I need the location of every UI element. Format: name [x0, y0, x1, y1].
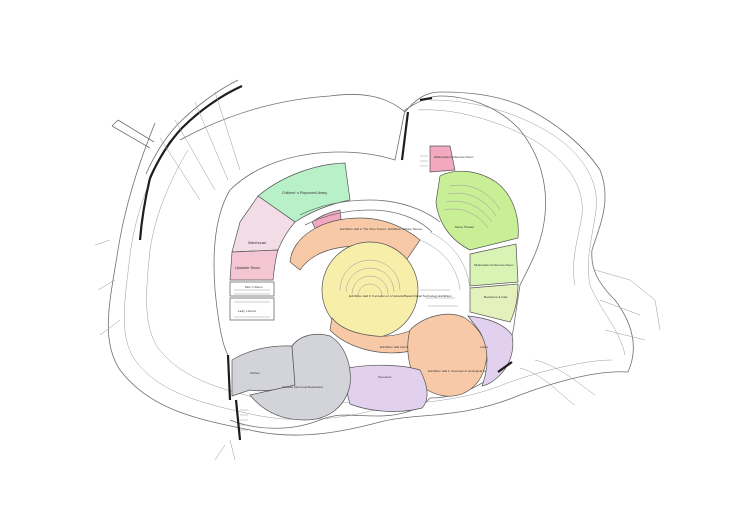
site-outline [94, 91, 661, 461]
multimedia-room-top [429, 145, 456, 173]
stairs [240, 155, 428, 431]
mens-room-label: Men' s Room [245, 285, 263, 289]
exhibition-hall-3-label: Exhibition Hall 3: Formation of a Volcan… [349, 294, 452, 298]
childrens-playroom [257, 162, 351, 223]
bookstore-cafe [469, 283, 519, 323]
hall-3-rings [339, 259, 401, 297]
souvenirs-label: Souvenirs [378, 375, 392, 379]
multimedia-room-right-label: Multimedia Conference Room [474, 263, 514, 267]
movie-theater [435, 170, 519, 251]
souvenirs [346, 364, 428, 412]
exhibition-hall-4-label: Exhibition Hall 4 Exhibition of Basalt [380, 345, 428, 349]
canopy-wing [111, 79, 243, 241]
exhibition-hall-1-label: Exhibition Hall 1: Overview of Geologica… [428, 369, 493, 373]
uploader-room-label: Uploader Room [235, 266, 260, 270]
exhibition-hall-2-label: Exhibition Hall 2: The Time Tunnel - Exh… [340, 227, 422, 231]
kitchen-label: Kitchen [250, 371, 260, 375]
mens-room [229, 281, 275, 297]
restaurant-label: Chinese Fast Food Restaurant [282, 385, 323, 389]
movie-theater-label: Movie Theater [455, 225, 474, 229]
movie-seating [443, 184, 501, 229]
restaurant [249, 333, 351, 421]
uploader-room [229, 249, 279, 281]
warehouse-label: Warehouse [248, 241, 266, 245]
bookstore-cafe-label: Bookstore & Cafe [484, 295, 508, 299]
lobby-label: Lobby [480, 345, 489, 349]
multimedia-room-top-label: Multimedia Conference Room [434, 155, 474, 159]
inner-walls [299, 96, 513, 373]
childrens-playroom-label: Children' s Playroom/Library [282, 191, 327, 195]
multimedia-room-right [469, 243, 519, 287]
ladys-room [229, 297, 275, 321]
ladys-room-label: Lady' s Room [238, 309, 257, 313]
